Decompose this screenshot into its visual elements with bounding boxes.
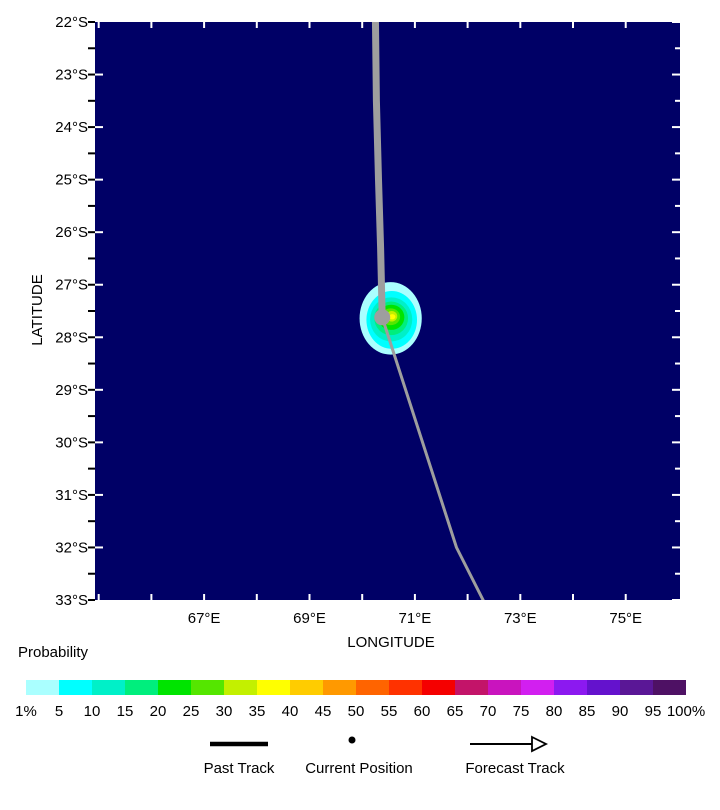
colorbar-tick-label: 60 <box>414 703 431 720</box>
lat-tick-label: 30°S <box>55 434 88 451</box>
lat-tick-label: 27°S <box>55 277 88 294</box>
colorbar-segment <box>521 680 554 695</box>
colorbar-segment <box>488 680 521 695</box>
colorbar-tick-label: 30 <box>216 703 233 720</box>
current-position-marker <box>374 309 391 326</box>
colorbar-tick-label: 1% <box>15 703 37 720</box>
colorbar-tick-label: 50 <box>348 703 365 720</box>
colorbar-segment <box>191 680 224 695</box>
colorbar-segment <box>323 680 356 695</box>
lat-tick-label: 24°S <box>55 119 88 136</box>
legend-label-current-position: Current Position <box>305 760 413 777</box>
colorbar-tick-label: 5 <box>55 703 63 720</box>
forecast-track-line <box>380 316 485 600</box>
colorbar-tick-label: 95 <box>645 703 662 720</box>
colorbar-tick-labels: 1% 5 10 15 20 25 30 35 40 45 50 55 60 65 70 75 80 85 90 95 1… <box>15 703 705 720</box>
colorbar-segment <box>554 680 587 695</box>
colorbar-segment <box>587 680 620 695</box>
colorbar-title: Probability <box>18 644 89 661</box>
colorbar-tick-label: 75 <box>513 703 530 720</box>
colorbar-tick-label: 90 <box>612 703 629 720</box>
lon-tick-label: 73°E <box>504 610 537 627</box>
colorbar-segment <box>356 680 389 695</box>
colorbar-tick-label: 45 <box>315 703 332 720</box>
colorbar-segment <box>224 680 257 695</box>
colorbar-tick-label: 15 <box>117 703 134 720</box>
lat-tick-label: 25°S <box>55 172 88 189</box>
colorbar-tick-label: 55 <box>381 703 398 720</box>
colorbar-segment <box>92 680 125 695</box>
lat-tick-label: 23°S <box>55 67 88 84</box>
colorbar-tick-label: 10 <box>84 703 101 720</box>
lat-tick-label: 29°S <box>55 382 88 399</box>
colorbar-tick-label: 70 <box>480 703 497 720</box>
colorbar-tick-label: 100% <box>667 703 705 720</box>
colorbar-segment <box>257 680 290 695</box>
colorbar-tick-label: 85 <box>579 703 596 720</box>
colorbar-segment <box>158 680 191 695</box>
colorbar-tick-label: 25 <box>183 703 200 720</box>
lon-tick-label: 75°E <box>609 610 642 627</box>
lat-tick-label: 33°S <box>55 592 88 609</box>
colorbar-tick-label: 40 <box>282 703 299 720</box>
longitude-tick-labels: 67°E 69°E 71°E 73°E 75°E <box>188 610 642 627</box>
colorbar-segment <box>455 680 488 695</box>
colorbar-segment <box>26 680 59 695</box>
legend-label-past-track: Past Track <box>204 760 275 777</box>
lon-tick-label: 67°E <box>188 610 221 627</box>
colorbar-segment <box>422 680 455 695</box>
latitude-tick-labels: 22°S 23°S 24°S 25°S 26°S 27°S 28°S 29°S 30°S 31°S… <box>55 14 88 609</box>
legend-label-forecast-track: Forecast Track <box>465 760 565 777</box>
axis-ticks <box>88 21 680 601</box>
colorbar-tick-label: 65 <box>447 703 464 720</box>
y-axis-title: LATITUDE <box>29 274 46 345</box>
lon-tick-label: 69°E <box>293 610 326 627</box>
lat-tick-label: 22°S <box>55 14 88 31</box>
past-track-line <box>371 22 386 318</box>
colorbar-segment <box>653 680 686 695</box>
storm-tracks <box>371 22 485 600</box>
lat-tick-label: 28°S <box>55 329 88 346</box>
lat-tick-label: 31°S <box>55 487 88 504</box>
colorbar-segment <box>290 680 323 695</box>
colorbar-tick-label: 35 <box>249 703 266 720</box>
probability-colorbar <box>26 680 686 695</box>
colorbar-segment <box>620 680 653 695</box>
current-position-dot-icon <box>348 736 356 744</box>
colorbar-tick-label: 20 <box>150 703 167 720</box>
lat-tick-label: 26°S <box>55 224 88 241</box>
lon-tick-label: 71°E <box>399 610 432 627</box>
colorbar-segment <box>125 680 158 695</box>
colorbar-segment <box>389 680 422 695</box>
x-axis-title: LONGITUDE <box>347 634 435 651</box>
colorbar-tick-label: 80 <box>546 703 563 720</box>
track-legend: Past Track Current Position Forecast Tra… <box>204 735 565 777</box>
contour-35pct <box>389 314 396 320</box>
lat-tick-label: 32°S <box>55 539 88 556</box>
forecast-track-arrowhead-icon <box>531 735 549 753</box>
colorbar-segment <box>59 680 92 695</box>
